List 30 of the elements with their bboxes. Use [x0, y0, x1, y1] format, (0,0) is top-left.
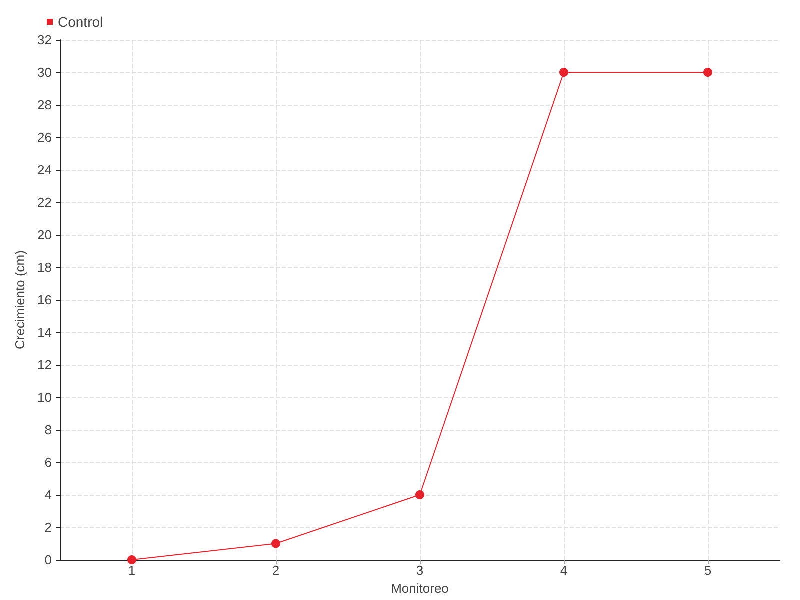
y-tick-label: 18: [38, 260, 52, 275]
x-tick-label: 4: [560, 563, 568, 578]
y-tick-label: 4: [44, 488, 52, 502]
x-tick-label: 1: [128, 563, 136, 578]
y-tick-label: 28: [38, 98, 52, 112]
y-tick-label: 10: [38, 390, 52, 405]
y-tick-label: 6: [44, 455, 52, 470]
y-tick-label: 20: [38, 228, 52, 242]
x-tick-label: 2: [272, 563, 280, 578]
y-tick-label: 30: [38, 65, 52, 80]
legend-label: Control: [58, 14, 104, 30]
point: [272, 539, 280, 548]
point: [416, 490, 424, 500]
y-tick-label: 2: [44, 520, 52, 535]
y-tick-label: 14: [38, 325, 52, 340]
x-tick-label: 3: [416, 563, 424, 578]
point: [704, 68, 712, 77]
y-tick-label: 8: [44, 422, 52, 438]
point: [560, 68, 568, 77]
y-tick-label: 22: [38, 195, 52, 210]
point: [128, 556, 136, 564]
y-tick-label: 12: [38, 358, 52, 372]
y-tick-label: 24: [38, 162, 52, 178]
x-tick-label: 5: [704, 563, 712, 578]
y-tick-label: 26: [38, 130, 52, 145]
y-tick-label: 0: [44, 552, 52, 568]
x-axis-title: Monitoreo: [391, 580, 449, 596]
y-tick-label: 16: [38, 292, 52, 308]
y-axis-title: Crecimiento (cm): [12, 250, 28, 350]
y-tick-label: 32: [38, 32, 52, 48]
